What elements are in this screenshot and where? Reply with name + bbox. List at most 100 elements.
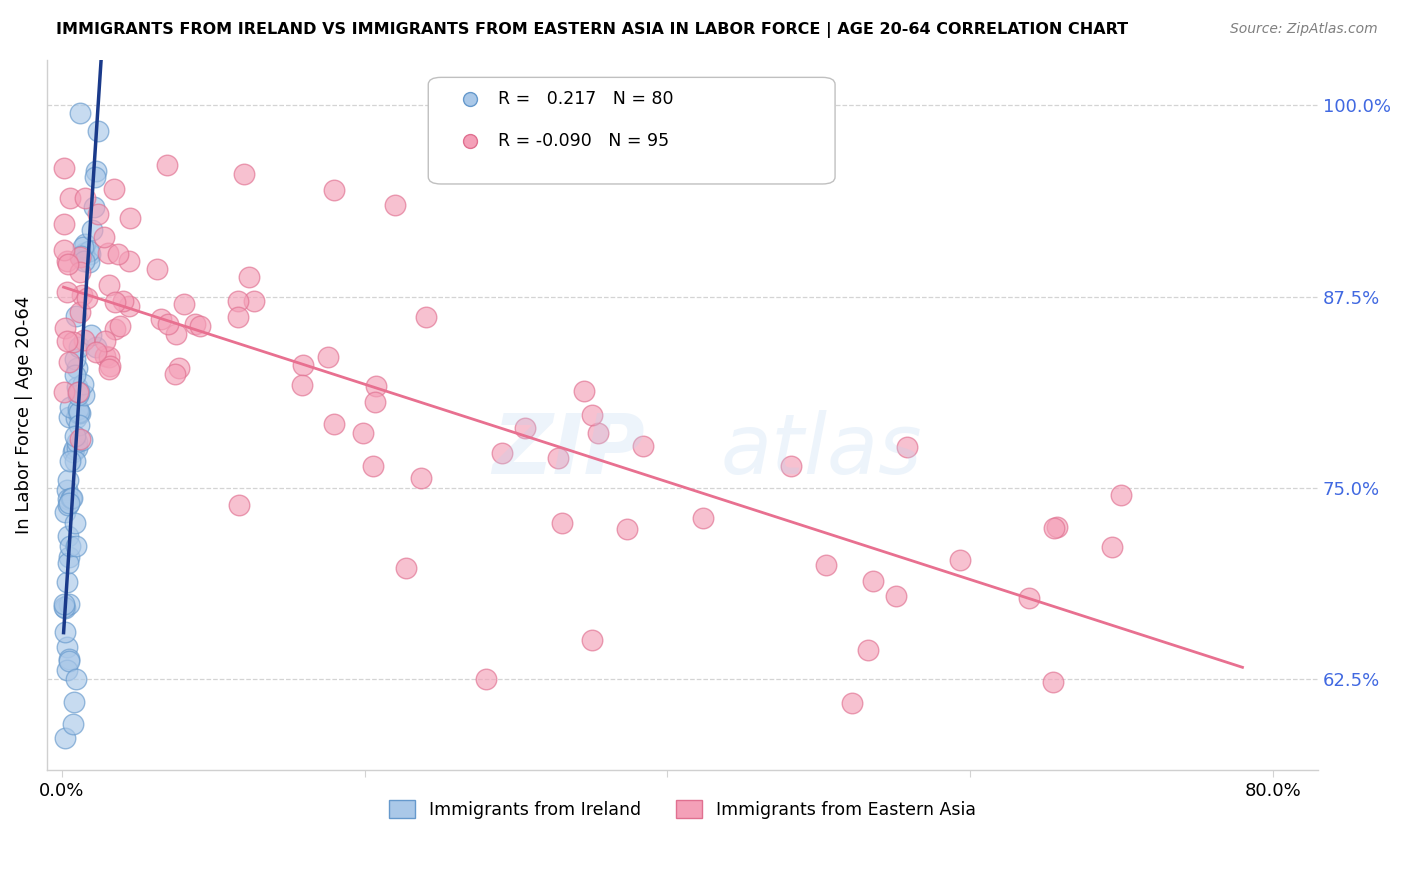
Point [1111,488,1133,502]
Point [58,654,80,668]
Point [53,624,76,639]
Point [103,181,125,195]
Point [384,198,406,212]
Point [73,245,96,260]
Point [76,291,98,305]
Point [58,597,80,611]
Point [69,106,91,120]
Point [63,351,86,366]
Text: atlas: atlas [721,410,922,491]
Point [896,440,918,454]
Point [547,451,569,466]
FancyBboxPatch shape [429,78,835,184]
Point [118,253,141,268]
Point [1101,540,1123,554]
Point [82,223,104,237]
Point [52,161,75,175]
Point [97,350,120,364]
Point [75,237,97,252]
Point [73,333,96,347]
Point [56,285,79,299]
Point [1042,521,1064,535]
Point [52,384,75,399]
Point [69,406,91,420]
Point [58,355,80,369]
Point [62,717,84,731]
Point [97,277,120,292]
Point [581,633,603,648]
Point [581,409,603,423]
Point [814,558,837,572]
Point [84,170,107,185]
Point [69,432,91,446]
Y-axis label: In Labor Force | Age 20-64: In Labor Force | Age 20-64 [15,296,32,534]
Point [94,0,117,8]
Point [72,239,94,253]
Point [70,433,93,447]
Point [841,696,863,710]
Point [94,349,117,363]
Point [59,400,82,414]
Point [149,312,172,326]
Point [87,123,110,137]
Point [67,401,90,416]
Point [1045,520,1067,534]
Point [70,287,93,301]
Point [79,255,101,269]
Point [84,340,107,354]
Point [79,247,101,261]
Point [53,244,76,258]
Point [108,319,131,334]
Point [60,491,83,505]
Point [118,299,141,313]
Point [65,539,87,553]
Point [53,321,76,335]
Point [86,344,108,359]
Point [555,182,578,196]
Point [67,385,90,400]
Point [77,244,100,258]
Point [156,158,179,172]
Text: ZIP: ZIP [492,410,644,491]
Legend: Immigrants from Ireland, Immigrants from Eastern Asia: Immigrants from Ireland, Immigrants from… [382,793,983,826]
Point [59,453,82,467]
Text: R = -0.090   N = 95: R = -0.090 N = 95 [498,132,669,151]
Point [55,505,77,519]
Point [62,445,84,459]
Point [157,317,180,331]
Point [63,442,86,456]
Point [366,378,388,392]
Point [69,265,91,279]
Point [103,295,125,310]
Point [69,250,91,264]
Point [58,257,80,271]
Point [165,327,187,342]
Point [65,672,87,686]
Point [146,261,169,276]
Point [56,491,79,506]
Point [323,417,346,431]
Point [56,574,79,589]
Point [361,458,384,473]
Point [72,376,94,391]
Point [692,511,714,525]
Point [232,167,254,181]
Point [56,640,79,654]
Point [291,378,314,392]
Point [352,425,374,440]
Point [67,384,90,399]
Text: IMMIGRANTS FROM IRELAND VS IMMIGRANTS FROM EASTERN ASIA IN LABOR FORCE | AGE 20-: IMMIGRANTS FROM IRELAND VS IMMIGRANTS FR… [56,22,1129,38]
Point [66,406,89,420]
Point [323,182,346,196]
Point [409,471,432,485]
Point [63,428,86,442]
Point [84,164,107,178]
Point [55,334,77,348]
Text: R =   0.217   N = 80: R = 0.217 N = 80 [498,90,673,108]
Point [515,421,537,435]
Point [188,318,211,333]
Point [228,498,250,512]
Point [56,663,79,677]
Point [173,297,195,311]
Point [58,652,80,666]
